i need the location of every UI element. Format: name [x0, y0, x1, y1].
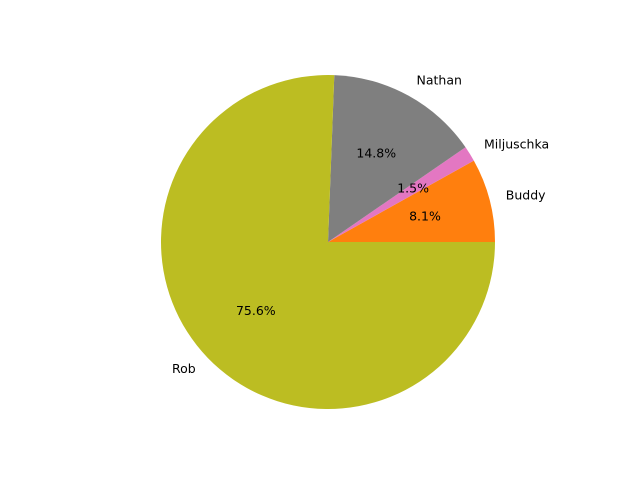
pct-label-nathan: 14.8% [356, 146, 396, 161]
pie-labels: Buddy 8.1% Miljuschka 1.5% Nathan 14.8% Rob 75.… [172, 73, 549, 376]
pct-label-miljuschka: 1.5% [397, 181, 429, 196]
slice-label-buddy: Buddy [506, 187, 546, 202]
pct-label-buddy: 8.1% [409, 208, 441, 223]
slice-label-rob: Rob [172, 361, 196, 376]
pie-slices [161, 75, 496, 409]
pie-slice-miljuschka [328, 147, 474, 242]
slice-label-miljuschka: Miljuschka [484, 137, 549, 152]
pie-slice-nathan [328, 75, 466, 243]
pct-label-rob: 75.6% [236, 303, 276, 318]
pie-slice-buddy [328, 160, 496, 242]
slice-label-nathan: Nathan [416, 73, 461, 88]
pie-slice-rob [161, 75, 496, 409]
